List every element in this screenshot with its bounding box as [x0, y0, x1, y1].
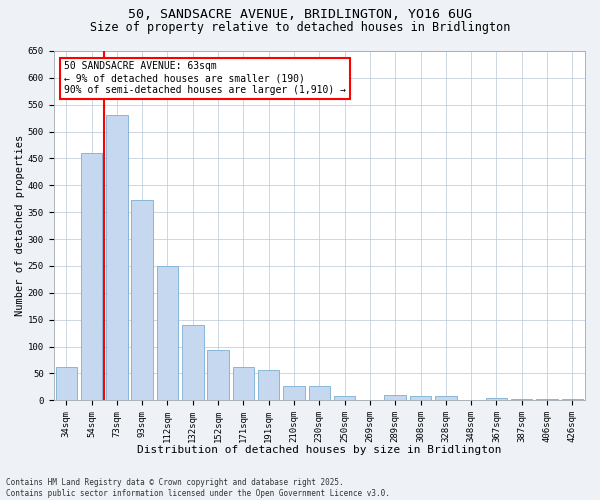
Text: 50, SANDSACRE AVENUE, BRIDLINGTON, YO16 6UG: 50, SANDSACRE AVENUE, BRIDLINGTON, YO16 … [128, 8, 472, 20]
Bar [536, 399, 558, 400]
Text: 50 SANDSACRE AVENUE: 63sqm
← 9% of detached houses are smaller (190)
90% of semi: 50 SANDSACRE AVENUE: 63sqm ← 9% of detac… [64, 62, 346, 94]
Bar [283, 386, 305, 400]
Bar [182, 325, 203, 400]
Bar [208, 350, 229, 400]
Bar [308, 386, 330, 400]
Bar [81, 153, 103, 400]
Bar [56, 367, 77, 400]
Bar [258, 370, 280, 400]
Bar [131, 200, 153, 400]
Bar [562, 399, 583, 400]
Bar [485, 398, 507, 400]
Bar [511, 398, 532, 400]
Bar [435, 396, 457, 400]
Bar [385, 395, 406, 400]
Bar [106, 116, 128, 400]
Bar [157, 266, 178, 400]
Bar [334, 396, 355, 400]
Text: Size of property relative to detached houses in Bridlington: Size of property relative to detached ho… [90, 21, 510, 34]
Bar [233, 367, 254, 400]
X-axis label: Distribution of detached houses by size in Bridlington: Distribution of detached houses by size … [137, 445, 502, 455]
Y-axis label: Number of detached properties: Number of detached properties [15, 135, 25, 316]
Bar [410, 396, 431, 400]
Text: Contains HM Land Registry data © Crown copyright and database right 2025.
Contai: Contains HM Land Registry data © Crown c… [6, 478, 390, 498]
